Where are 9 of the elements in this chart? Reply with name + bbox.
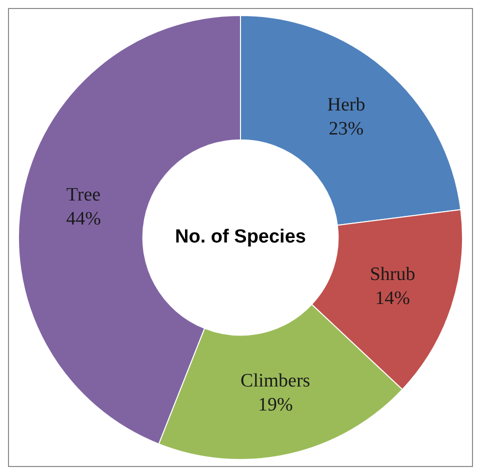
data-label: 19% [258,394,293,416]
slice-label: Shrub [370,264,416,285]
slice-label: Tree [66,184,101,206]
text: No. of Species [175,226,306,248]
data-label: 44% [66,208,102,230]
data-label: 14% [375,288,410,309]
slice-label: Herb [327,94,366,116]
slice-label: Climbers [240,370,310,392]
data-label: 23% [328,118,364,140]
